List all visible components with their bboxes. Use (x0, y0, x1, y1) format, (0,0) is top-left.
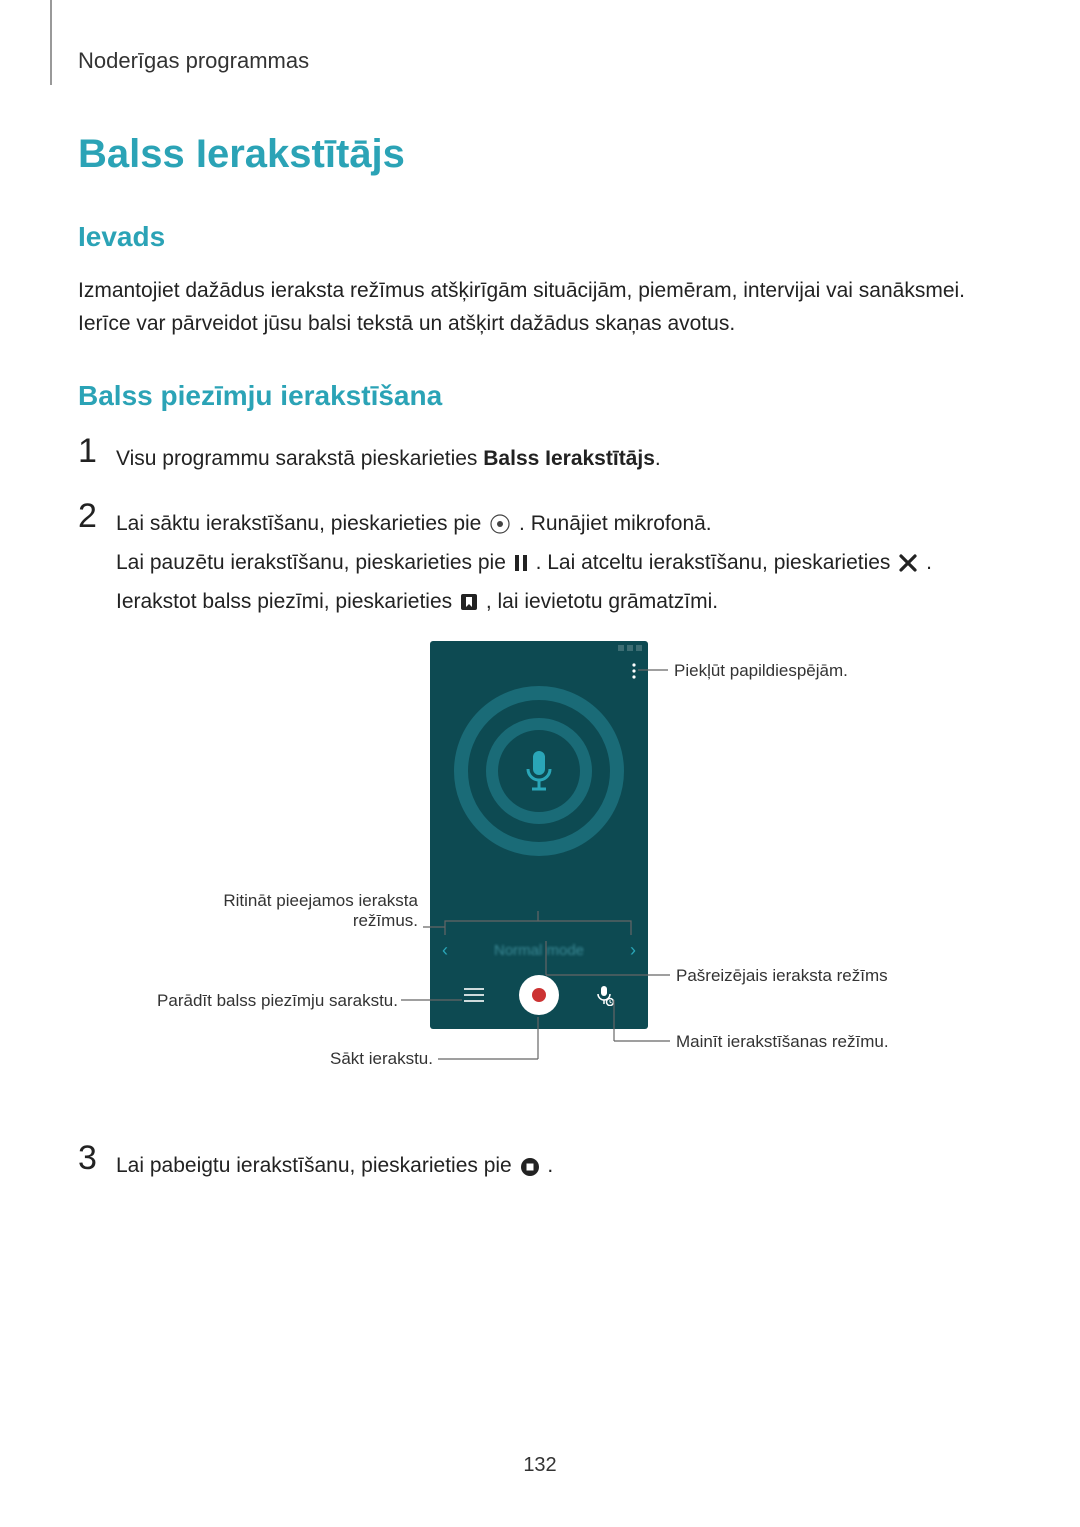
change-mode-icon[interactable] (594, 984, 614, 1006)
recorder-visual-inner (486, 718, 592, 824)
step-3-a: Lai pabeigtu ierakstīšanu, pieskarieties… (116, 1154, 518, 1177)
record-button[interactable] (519, 975, 559, 1015)
step-2-body: Lai sāktu ierakstīšanu, pieskarieties pi… (116, 499, 932, 622)
record-dot-inner (532, 988, 546, 1002)
step-2: 2 Lai sāktu ierakstīšanu, pieskarieties … (78, 499, 1002, 622)
record-dot-icon (489, 513, 511, 535)
intro-heading: Ievads (78, 221, 1002, 253)
page-title: Balss Ierakstītājs (78, 132, 1002, 177)
intro-text: Izmantojiet dažādus ieraksta režīmus atš… (78, 275, 1002, 340)
mode-selector-row: ‹ Normal mode › (442, 935, 636, 965)
step-1-number: 1 (78, 434, 116, 468)
callout-showlist-label: Parādīt balss piezīmju sarakstu. (138, 991, 398, 1011)
section2-heading: Balss piezīmju ierakstīšana (78, 380, 1002, 412)
step-3-number: 3 (78, 1141, 116, 1175)
step-2-l2b: . Lai atceltu ierakstīšanu, pieskarietie… (536, 551, 897, 574)
steps-list-cont: 3 Lai pabeigtu ierakstīšanu, pieskarieti… (78, 1141, 1002, 1186)
bookmark-icon (460, 593, 478, 611)
recorder-visual-outer (454, 686, 624, 856)
step-3: 3 Lai pabeigtu ierakstīšanu, pieskarieti… (78, 1141, 1002, 1186)
callout-change-label: Mainīt ierakstīšanas režīmu. (676, 1032, 889, 1052)
step-2-l3a: Ierakstot balss piezīmi, pieskarieties (116, 590, 458, 613)
step-2-l3b: , lai ievietotu grāmatzīmi. (486, 590, 718, 613)
step-2-l1b: . Runājiet mikrofonā. (519, 512, 712, 535)
step-2-l2c: . (926, 551, 932, 574)
step-2-number: 2 (78, 499, 116, 533)
callout-start-label: Sākt ierakstu. (233, 1049, 433, 1069)
page-number: 132 (0, 1454, 1080, 1477)
callout-scroll-label: Ritināt pieejamos ieraksta režīmus. (158, 891, 418, 931)
phone-figure: ‹ Normal mode › (78, 641, 998, 1111)
phone-mockup: ‹ Normal mode › (430, 641, 648, 1029)
step-3-body: Lai pabeigtu ierakstīšanu, pieskarieties… (116, 1141, 553, 1186)
more-options-icon[interactable] (632, 663, 636, 684)
step-1-bold: Balss Ierakstītājs (483, 447, 655, 470)
running-header: Noderīgas programmas (78, 48, 1002, 74)
chevron-left-icon[interactable]: ‹ (442, 940, 448, 961)
microphone-icon (522, 749, 556, 793)
cancel-x-icon (898, 553, 918, 573)
stop-icon (520, 1157, 540, 1177)
page-edge-marker (50, 0, 52, 85)
page-content: Noderīgas programmas Balss Ierakstītājs … (0, 0, 1080, 1186)
step-2-l2a: Lai pauzētu ierakstīšanu, pieskarieties … (116, 551, 512, 574)
steps-list: 1 Visu programmu sarakstā pieskarieties … (78, 434, 1002, 621)
phone-status-bar (430, 645, 642, 655)
pause-icon (514, 554, 528, 572)
step-1-body: Visu programmu sarakstā pieskarieties Ba… (116, 434, 661, 479)
step-1-text-a: Visu programmu sarakstā pieskarieties (116, 447, 483, 470)
step-1-end: . (655, 447, 661, 470)
step-3-b: . (547, 1154, 553, 1177)
callout-access-label: Piekļūt papildiespējām. (674, 661, 848, 681)
mode-label: Normal mode (494, 942, 584, 959)
callout-current-label: Pašreizējais ieraksta režīms (676, 966, 888, 986)
phone-bottom-row (430, 975, 648, 1015)
chevron-right-icon[interactable]: › (630, 940, 636, 961)
step-1: 1 Visu programmu sarakstā pieskarieties … (78, 434, 1002, 479)
list-icon[interactable] (464, 988, 484, 1002)
step-2-l1a: Lai sāktu ierakstīšanu, pieskarieties pi… (116, 512, 487, 535)
